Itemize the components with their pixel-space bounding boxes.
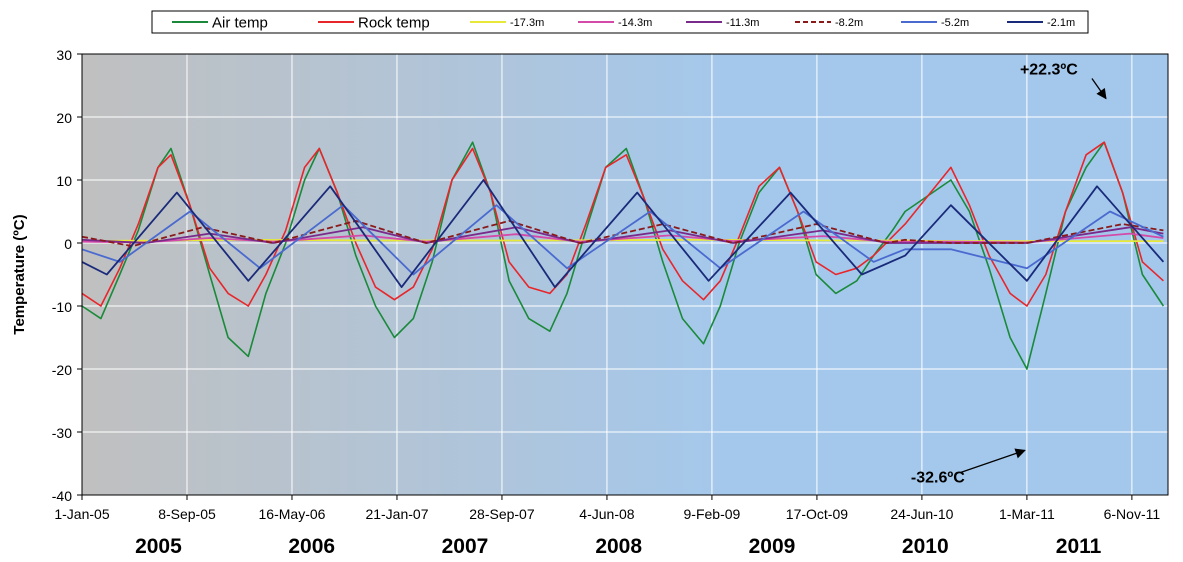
y-tick-label: -30 [52,425,72,441]
annotation-min-arrow [960,448,1026,473]
y-tick-label: -10 [52,299,72,315]
x-axis: 1-Jan-05 8-Sep-05 16-May-06 21-Jan-07 28-Sep… [54,495,1160,522]
plot-background [82,54,1168,495]
annotation-max-label: +22.3ºC [1020,62,1078,79]
legend-entry: -2.1m [1047,17,1075,29]
x-tick-label: 1-Jan-05 [54,506,109,522]
grid [81,53,1168,496]
year-label: 2007 [442,535,489,558]
year-label: 2005 [135,535,182,558]
x-tick-label: 21-Jan-07 [365,506,428,522]
year-label: 2011 [1056,535,1102,558]
year-label: 2010 [902,535,949,558]
series-line-8 [81,179,1165,289]
legend: Air temp Rock temp -17.3m -14.3m -11.3m -8.2m… [151,10,1089,34]
legend-entry: Air temp [212,14,268,31]
x-tick-label: 28-Sep-07 [469,506,535,522]
legend-entry: -5.2m [941,17,969,29]
legend-entry: -14.3m [618,17,652,29]
y-tick-label: -20 [52,362,72,378]
x-tick-label: 17-Oct-09 [786,506,848,522]
x-tick-label: 24-Jun-10 [890,506,953,522]
legend-box [151,10,1089,34]
year-label: 2008 [595,535,642,558]
y-tick-label: 10 [56,173,72,189]
y-axis: 30 20 10 0 -10 -20 -30 -40 [52,47,82,504]
x-tick-label: 1-Mar-11 [999,506,1055,522]
x-tick-label: 4-Jun-08 [579,506,634,522]
series-line-6 [81,219,1164,248]
legend-entry: -8.2m [835,17,863,29]
y-tick-label: 20 [56,110,72,126]
series-line-7 [81,204,1164,276]
y-tick-label: -40 [52,488,72,504]
annotation-max-arrow [1091,78,1107,100]
y-tick-label: 0 [64,236,72,252]
year-label: 2009 [749,535,796,558]
year-labels: 2005 2006 2007 2008 2009 2010 2011 [135,535,1102,558]
series-layer [81,141,1165,370]
annotations: +22.3ºC -32.6ºC [911,62,1107,486]
plot-frame [81,53,1169,496]
x-tick-label: 16-May-06 [259,506,326,522]
year-label: 2006 [288,535,335,558]
x-tick-label: 9-Feb-09 [684,506,741,522]
y-tick-label: 30 [56,47,72,63]
legend-entry: -11.3m [726,17,759,29]
annotation-min-label: -32.6ºC [911,469,965,486]
y-axis-label: Temperature (ºC) [11,214,28,334]
x-tick-label: 6-Nov-11 [1104,506,1161,522]
legend-entry: -17.3m [510,17,544,29]
legend-entry: Rock temp [358,14,430,31]
x-tick-label: 8-Sep-05 [158,506,216,522]
series-line-2 [81,141,1164,307]
